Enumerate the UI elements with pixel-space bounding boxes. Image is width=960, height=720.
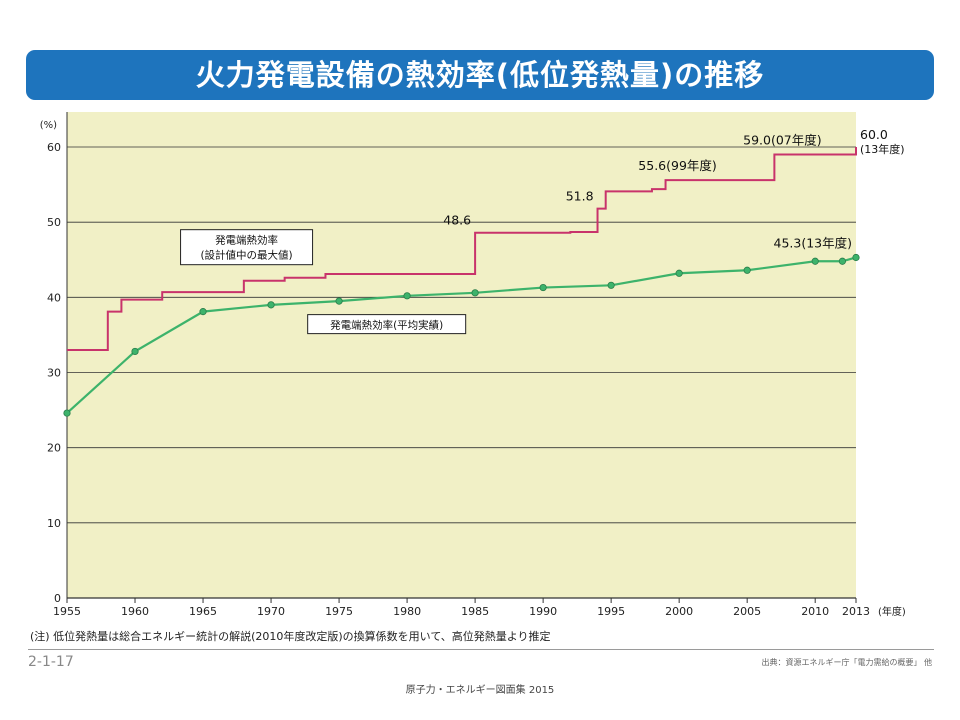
data-point-actual (811, 257, 819, 265)
y-axis-unit-label: (%) (40, 120, 57, 131)
y-tick-label: 0 (54, 592, 61, 605)
data-label: 60.0 (860, 127, 888, 142)
y-tick-label: 20 (47, 442, 61, 455)
y-tick-label: 40 (47, 291, 61, 304)
chart-title: 火力発電設備の熱効率(低位発熱量)の推移 (195, 58, 765, 92)
y-tick-label: 60 (47, 141, 61, 154)
x-tick-label: 1980 (393, 605, 421, 618)
x-tick-label: 2000 (665, 605, 693, 618)
y-tick-label: 50 (47, 216, 61, 229)
data-point-actual (852, 253, 860, 262)
data-point-actual (199, 308, 207, 316)
data-label: 45.3(13年度) (774, 235, 853, 250)
x-tick-label: 1970 (257, 605, 285, 618)
x-tick-label: 1985 (461, 605, 489, 618)
data-point-actual (403, 292, 411, 300)
x-tick-label: 2005 (733, 605, 761, 618)
design-series-label: (設計値中の最大値) (200, 249, 292, 262)
y-tick-label: 30 (47, 367, 61, 380)
actual-series-label: 発電端熱効率(平均実績) (330, 319, 443, 332)
data-point-actual (63, 409, 71, 417)
footer-text: 原子力・エネルギー図面集 2015 (405, 685, 555, 696)
footnote: (注) 低位発熱量は総合エネルギー統計の解説(2010年度改定版)の換算係数を用… (30, 630, 551, 643)
data-point-actual (471, 289, 479, 297)
x-tick-label: 1960 (121, 605, 149, 618)
data-point-actual (335, 297, 343, 305)
source-credit: 出典：資源エネルギー庁「電力需給の概要」 他 (761, 658, 932, 667)
x-tick-label: 1990 (529, 605, 557, 618)
x-tick-label: 1995 (597, 605, 625, 618)
y-tick-label: 10 (47, 517, 61, 530)
data-point-actual (675, 269, 683, 277)
title-banner: 火力発電設備の熱効率(低位発熱量)の推移 (26, 50, 934, 100)
x-tick-label: 1975 (325, 605, 353, 618)
data-point-actual (267, 301, 275, 309)
series-design-max-line (67, 147, 857, 351)
x-tick-label: 2013 (842, 605, 870, 618)
page-code: 2-1-17 (28, 654, 74, 670)
actual-series-label-box (307, 314, 467, 335)
data-label: 59.0(07年度) (743, 133, 822, 148)
series-actual-average-line (66, 256, 857, 414)
data-label: 48.6 (443, 213, 471, 228)
data-point-actual (838, 257, 846, 265)
x-tick-label: 2010 (801, 605, 829, 618)
x-tick-label: 1965 (189, 605, 217, 618)
data-point-actual (131, 347, 139, 356)
footer-divider (28, 649, 934, 650)
chart-area: 0 10 20 30 40 50 60 (%) 1955 1960 1965 1970 1975 1980… (40, 112, 906, 618)
data-label: 55.6(99年度) (638, 158, 717, 173)
data-label-sub: (13年度) (860, 142, 905, 156)
plot-background (67, 112, 856, 598)
x-tick-label: 1955 (53, 605, 81, 618)
data-label: 51.8 (566, 189, 594, 204)
design-series-label: 発電端熱効率 (215, 234, 278, 247)
data-point-actual (607, 281, 615, 289)
design-series-label-box (180, 229, 314, 266)
x-axis-unit-label: (年度) (878, 605, 906, 618)
data-point-actual (539, 283, 547, 292)
data-point-actual (743, 266, 751, 274)
